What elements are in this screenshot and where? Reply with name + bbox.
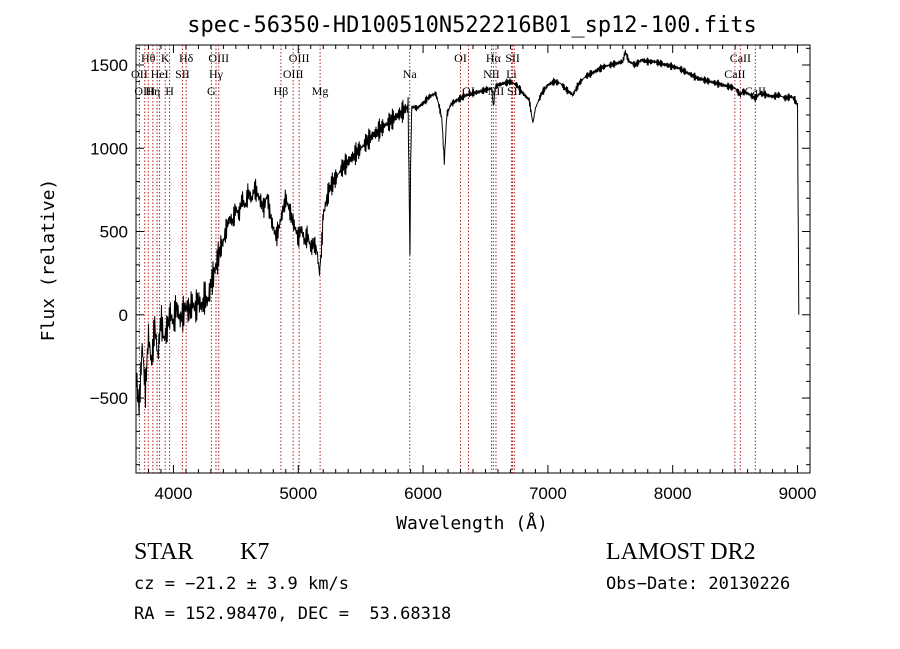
x-tick-label: 5000 [279, 484, 317, 503]
marker-label: H [165, 84, 174, 98]
x-tick-label: 7000 [529, 484, 567, 503]
object-class: STAR [134, 539, 194, 565]
marker-label: Hθ [141, 51, 156, 65]
y-tick-label: 0 [119, 306, 128, 325]
marker-label: OIII [283, 67, 304, 81]
marker-label: Hγ [209, 67, 224, 81]
marker-label: OII [131, 67, 148, 81]
object-subclass: K7 [240, 539, 270, 565]
chart-title: spec-56350-HD100510N522216B01_sp12-100.f… [187, 13, 757, 38]
redshift-cz: cz = −21.2 ± 3.9 km/s [134, 574, 349, 594]
plot-frame [135, 44, 811, 474]
x-tick-label: 6000 [404, 484, 442, 503]
marker-label: G [207, 84, 216, 98]
marker-label: OIII [289, 51, 310, 65]
y-axis-label: Flux (relative) [38, 179, 59, 342]
ra-dec-coordinates: RA = 152.98470, DEC = 53.68318 [134, 604, 452, 624]
marker-label: OI [454, 51, 467, 65]
y-tick-label: 1000 [90, 139, 128, 158]
marker-label: Hδ [179, 51, 194, 65]
y-tick-label: 1500 [90, 56, 128, 75]
marker-label: Hα [486, 51, 502, 65]
y-tick-label: −500 [90, 389, 128, 408]
x-tick-label: 9000 [779, 484, 817, 503]
marker-label: HeI [151, 67, 169, 81]
x-tick-label: 8000 [654, 484, 692, 503]
marker-label: Na [403, 67, 418, 81]
marker-label: OIII [208, 51, 229, 65]
marker-label: SII [505, 51, 520, 65]
marker-label: Li [506, 67, 517, 81]
x-tick-label: 4000 [155, 484, 193, 503]
spectrum-line [135, 50, 800, 416]
observation-date: Obs−Date: 20130226 [606, 574, 791, 594]
plot-border [135, 44, 811, 474]
x-axis-label: Wavelength (Å) [396, 512, 548, 534]
x-axis: 4000 5000 6000 7000 8000 9000 [147, 45, 817, 503]
spectral-line-markers [138, 45, 756, 473]
marker-label: SII [175, 67, 190, 81]
survey-label: LAMOST DR2 [606, 539, 756, 565]
marker-label: K [161, 51, 170, 65]
y-tick-label: 500 [100, 223, 128, 242]
spectrum-series [135, 50, 800, 416]
marker-label: Mg [312, 84, 329, 98]
marker-label: Hβ [274, 84, 289, 98]
spectral-line-labels: OIIOIIIHθHηHeIKHSIIHδGHγOIIIHβOIIIOIIIMg… [131, 51, 766, 98]
marker-label: Hη [145, 84, 160, 98]
y-axis: −500 0 500 1000 1500 [90, 47, 810, 466]
marker-label: CaII [724, 67, 745, 81]
marker-label: NII [483, 67, 500, 81]
marker-label: OIII [134, 84, 155, 98]
marker-label: CaII [730, 51, 751, 65]
